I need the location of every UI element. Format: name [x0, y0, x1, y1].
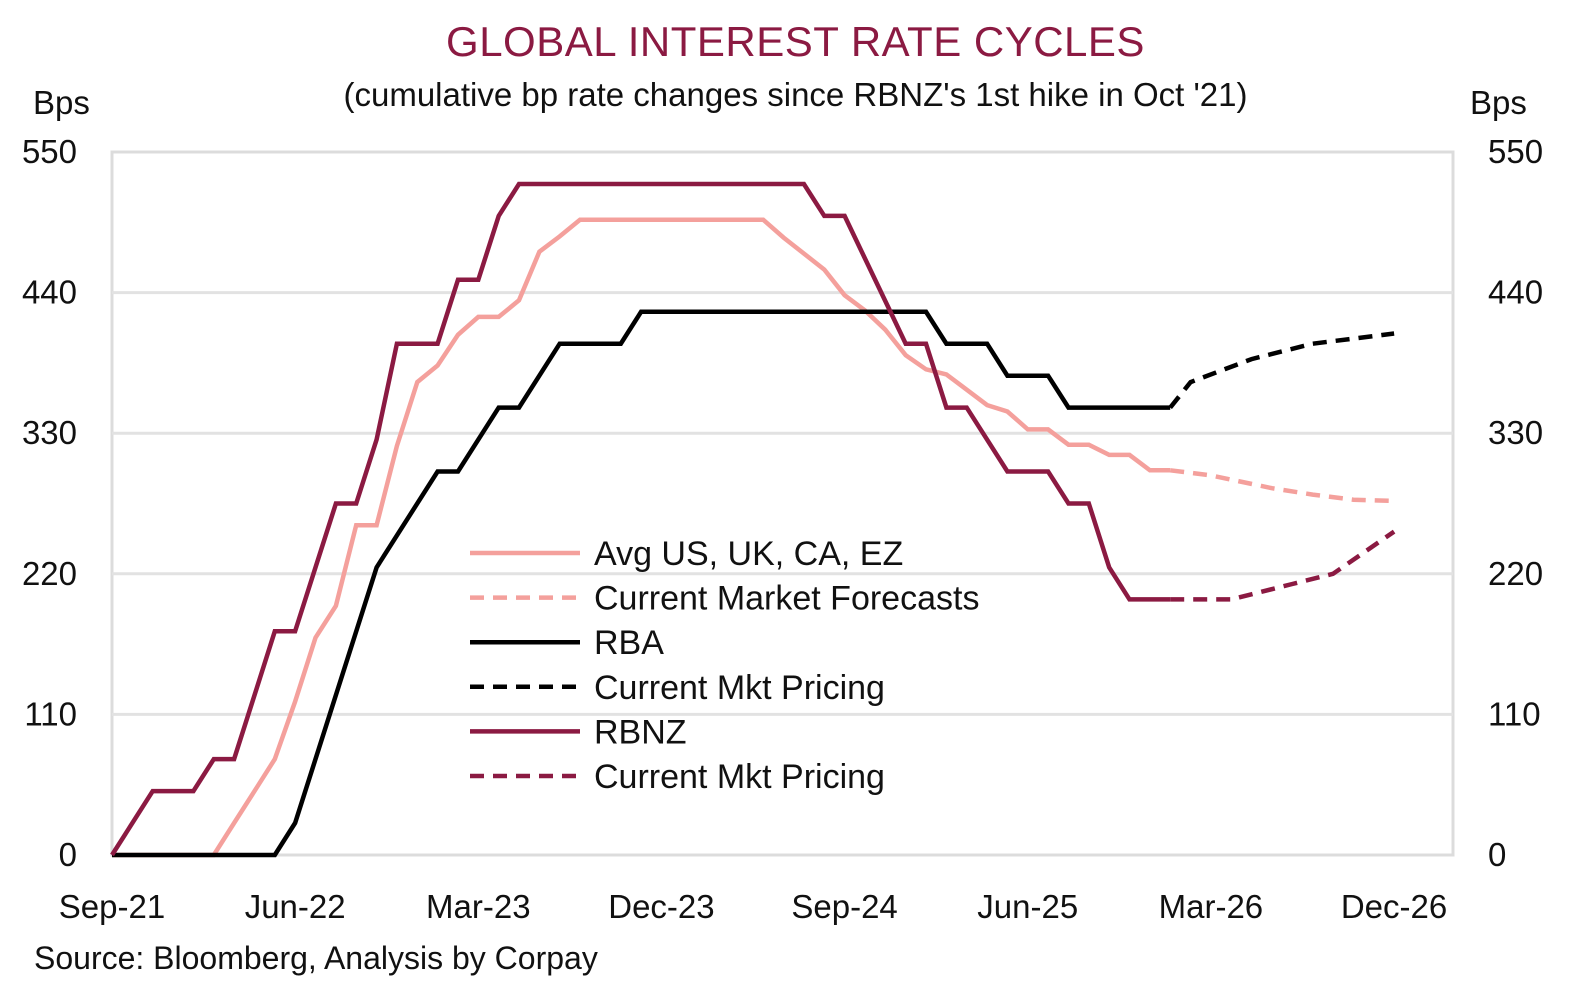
series-line-avg-us-uk-ca-ez: [112, 217, 1171, 858]
y-tick-label-left: 330: [22, 414, 77, 451]
y-tick-label-left: 0: [59, 836, 77, 873]
x-tick-label: Sep-21: [59, 888, 165, 925]
gridlines: [110, 150, 1455, 857]
x-tick-label: Mar-26: [1159, 888, 1264, 925]
x-axis: Sep-21 Jun-22 Mar-23 Dec-23 Sep-24 Jun-25 Mar-…: [59, 888, 1447, 925]
y-tick-label-left: 110: [24, 695, 77, 732]
series-line-current-mkt-pricing-dashed: [1170, 529, 1396, 602]
y-tick-label-left: 550: [22, 133, 77, 170]
series-lines: [110, 181, 1396, 858]
legend-label: Avg US, UK, CA, EZ: [594, 535, 903, 573]
x-tick-label: Sep-24: [791, 888, 897, 925]
legend-label: Current Market Forecasts: [594, 580, 979, 618]
y-tick-label-right: 110: [1488, 695, 1541, 732]
y-axis-right-unit: Bps: [1470, 84, 1527, 121]
series-line-rbnz: [110, 181, 1171, 857]
legend: Avg US, UK, CA, EZ Current Market Forecas…: [470, 535, 979, 796]
legend-label: Current Mkt Pricing: [594, 669, 885, 707]
series-line-current-market-forecasts-dashed: [1169, 468, 1395, 504]
y-tick-label-right: 0: [1488, 836, 1506, 873]
series-line-current-mkt-pricing-dashed: [1168, 331, 1395, 410]
series-line-rba: [112, 309, 1171, 858]
y-tick-label-right: 550: [1488, 133, 1543, 170]
legend-label: Current Mkt Pricing: [594, 758, 885, 796]
legend-label: RBA: [594, 624, 664, 662]
x-tick-label: Dec-26: [1341, 888, 1447, 925]
source-note: Source: Bloomberg, Analysis by Corpay: [34, 940, 598, 976]
x-tick-label: Dec-23: [608, 888, 714, 925]
y-tick-label-right: 440: [1488, 274, 1543, 311]
chart-title: GLOBAL INTEREST RATE CYCLES: [446, 18, 1145, 65]
chart-subtitle: (cumulative bp rate changes since RBNZ's…: [343, 76, 1248, 113]
y-tick-label-left: 440: [22, 274, 77, 311]
x-tick-label: Jun-22: [245, 888, 346, 925]
y-axis-right: 0 110 220 330 440 550: [1488, 133, 1543, 873]
y-tick-label-left: 220: [22, 555, 77, 592]
legend-label: RBNZ: [594, 713, 687, 751]
y-axis-left: 0 110 220 330 440 550: [22, 133, 77, 873]
y-axis-left-unit: Bps: [33, 84, 90, 121]
x-tick-label: Mar-23: [426, 888, 531, 925]
plot-border: [110, 150, 1455, 857]
y-tick-label-right: 220: [1488, 555, 1543, 592]
y-tick-label-right: 330: [1488, 414, 1543, 451]
x-tick-label: Jun-25: [977, 888, 1078, 925]
